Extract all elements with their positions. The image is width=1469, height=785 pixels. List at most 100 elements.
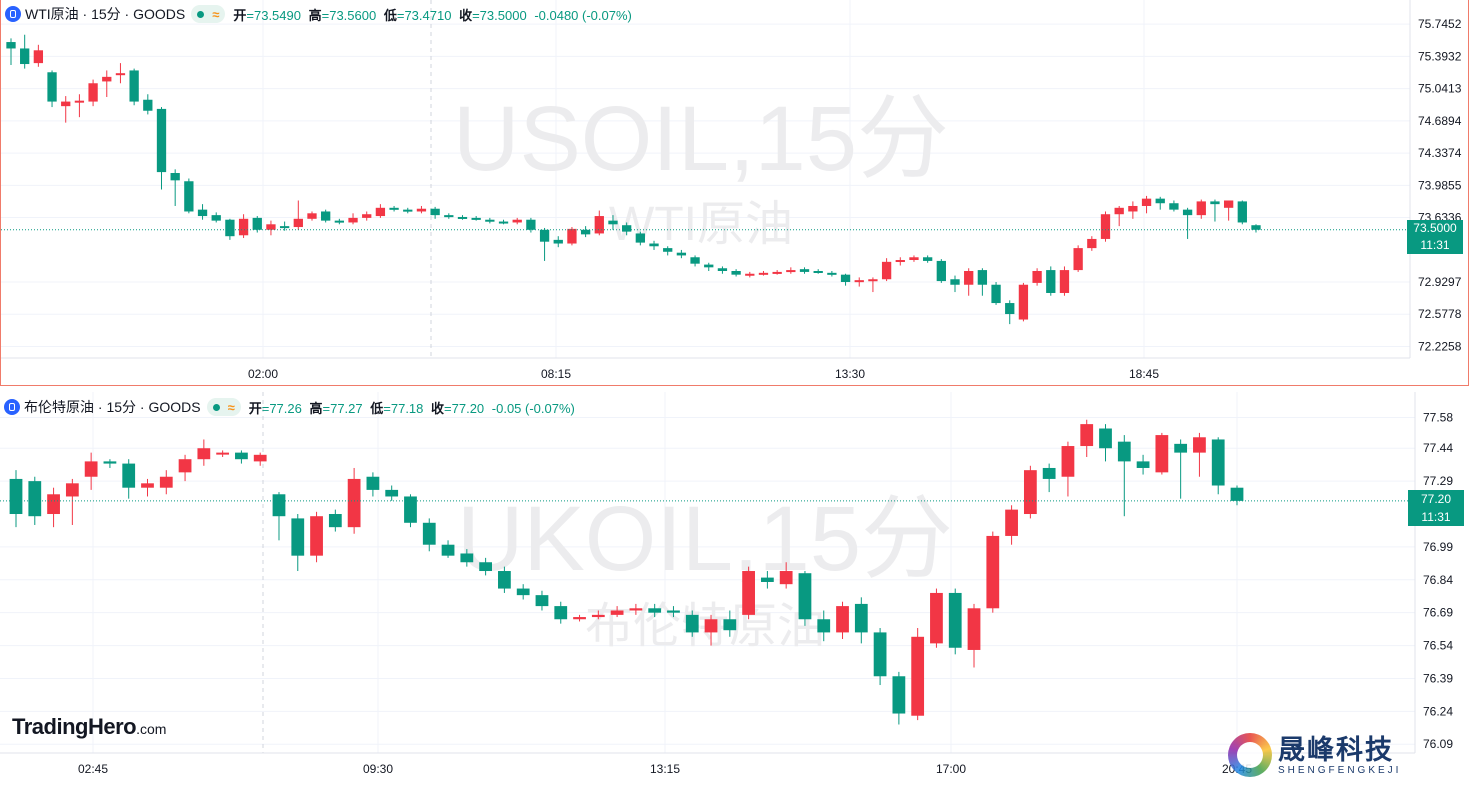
candle-body: [554, 606, 568, 620]
candle-body: [930, 592, 943, 644]
candle-body: [663, 248, 673, 252]
candle-body: [103, 461, 117, 464]
candle-body: [102, 76, 112, 82]
candle-body: [667, 610, 680, 613]
candle-body: [328, 514, 342, 528]
candle-body: [266, 224, 276, 230]
candle-body: [1193, 437, 1206, 453]
usoil-chart-pane[interactable]: USOIL,15分 WTI原油 75.7452 75.3932 75.0413 74.68…: [0, 0, 1469, 386]
candle-body: [403, 209, 413, 212]
candle-body: [366, 476, 380, 490]
candle-body: [1100, 214, 1111, 239]
candle-body: [225, 219, 235, 237]
candle-body: [272, 494, 286, 517]
y-tick-label: 75.3932: [1418, 49, 1462, 63]
candle-body: [1155, 198, 1165, 204]
candle-body: [991, 284, 1001, 304]
candle-body: [1136, 461, 1150, 468]
y-tick-label: 76.09: [1423, 737, 1453, 751]
candle-body: [512, 219, 522, 223]
candle-body: [986, 535, 1000, 609]
candle-body: [1087, 238, 1097, 249]
wave-icon: ≈: [227, 399, 235, 415]
candle-body: [1059, 270, 1070, 293]
symbol-icon[interactable]: [4, 399, 20, 415]
candle-body: [1046, 270, 1056, 293]
candle-body: [1182, 209, 1193, 216]
y-tick-label: 75.7452: [1418, 17, 1462, 31]
symbol-icon[interactable]: [5, 6, 21, 22]
market-status-badge[interactable]: ≈: [191, 5, 226, 23]
ukoil-chart[interactable]: UKOIL,15分布伦特原油77.5877.4477.2976.9976.847…: [0, 392, 1469, 785]
candle-body: [197, 448, 211, 460]
usoil-chart[interactable]: USOIL,15分 WTI原油 75.7452 75.3932 75.0413 74.68…: [1, 0, 1469, 386]
candle-body: [817, 619, 831, 633]
candle-body: [129, 70, 139, 102]
candle-body: [1018, 284, 1029, 320]
candle-body: [485, 219, 495, 222]
candle-body: [441, 544, 455, 556]
candle-body: [977, 270, 988, 285]
candle-body: [909, 257, 919, 261]
brand-watermark: 晟峰科技 SHENGFENGKEJI: [1228, 733, 1401, 777]
candle-body: [156, 108, 167, 173]
candle-body: [348, 217, 358, 223]
candle-body: [184, 181, 194, 212]
candle-body: [610, 610, 624, 615]
candle-body: [567, 228, 577, 244]
candle-body: [685, 614, 699, 633]
candle-body: [307, 213, 317, 219]
tradinghero-logo[interactable]: TradingHero.com: [12, 714, 167, 739]
candle-body: [760, 577, 774, 582]
chart-watermark: UKOIL,15分: [457, 488, 953, 590]
candle-body: [197, 209, 208, 217]
y-tick-label: 76.84: [1423, 573, 1453, 587]
candle-body: [1174, 443, 1188, 453]
candle-body: [704, 264, 714, 268]
candle-body: [591, 614, 605, 618]
candle-body: [1230, 487, 1244, 501]
candle-body: [936, 260, 946, 282]
candle-body: [539, 229, 550, 242]
candle-body: [347, 478, 361, 528]
market-status-badge[interactable]: ≈: [206, 398, 241, 416]
candle-body: [1080, 424, 1094, 447]
candle-body: [649, 243, 659, 247]
candle-body: [444, 215, 454, 218]
candle-body: [779, 571, 793, 585]
candle-body: [1237, 201, 1247, 223]
ukoil-chart-pane[interactable]: UKOIL,15分布伦特原油77.5877.4477.2976.9976.847…: [0, 392, 1469, 785]
candle-body: [20, 48, 30, 65]
candle-body: [33, 50, 44, 64]
candle-body: [1141, 198, 1152, 206]
candle-body: [143, 99, 153, 111]
candle-body: [321, 211, 331, 221]
candle-body: [742, 571, 755, 615]
last-price-tag: 77.20 11:31: [1408, 490, 1464, 526]
candle-body: [772, 271, 782, 274]
candle-body: [310, 516, 323, 556]
market-open-dot-icon: [197, 10, 205, 18]
y-tick-label: 74.6894: [1418, 114, 1462, 128]
candle-body: [948, 592, 962, 648]
chart-watermark: USOIL,15分: [453, 88, 949, 190]
ohlc-values: 开=77.26 高=77.27 低=77.18 收=77.20 -0.05 (-…: [248, 400, 575, 416]
candle-body: [690, 257, 700, 264]
candle-body: [1155, 435, 1169, 473]
candle-body: [385, 489, 399, 497]
candle-body: [516, 588, 530, 596]
candle-body: [416, 208, 427, 212]
candle-body: [1196, 201, 1206, 216]
candle-body: [836, 606, 849, 633]
candle-body: [526, 219, 536, 230]
chart-watermark-sub: WTI原油: [609, 198, 793, 251]
candle-body: [253, 454, 267, 462]
symbol-title[interactable]: 布伦特原油 · 15分 · GOODS: [24, 399, 201, 415]
candle-body: [498, 571, 511, 589]
symbol-title[interactable]: WTI原油 · 15分 · GOODS: [25, 6, 186, 22]
candle-body: [622, 225, 632, 232]
candle-body: [799, 269, 810, 272]
x-tick-label: 13:30: [835, 367, 865, 381]
candle-body: [430, 208, 440, 216]
market-open-dot-icon: [212, 403, 220, 411]
